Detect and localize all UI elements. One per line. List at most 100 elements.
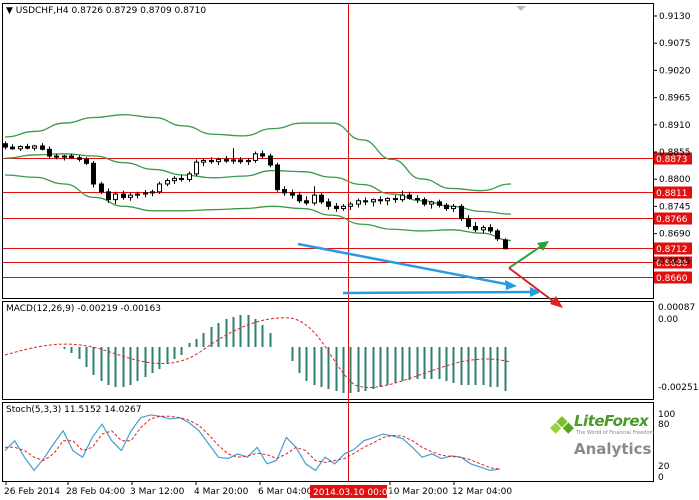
price-tick-label: 0.8745 <box>659 202 691 212</box>
candle-body <box>400 194 405 201</box>
candle-body <box>422 199 427 205</box>
symbol-header: ▼ USDCHF,H4 0.8726 0.8729 0.8709 0.8710 <box>6 6 206 16</box>
time-tick-label: 26 Feb 2014 <box>4 487 60 497</box>
green-arrowhead <box>537 241 549 251</box>
scroll-shift-marker[interactable] <box>516 6 526 11</box>
candle-body <box>334 205 339 210</box>
candle-body <box>290 192 295 196</box>
level-price-label: 0.8686 <box>656 259 688 269</box>
candle-body <box>62 155 67 158</box>
candle-body <box>466 218 471 227</box>
candle-body <box>326 201 331 207</box>
candle-body <box>128 194 133 198</box>
candle-body <box>209 160 214 163</box>
price-tick-label: 0.9075 <box>659 39 691 49</box>
candle-body <box>165 180 170 185</box>
stoch-tick-label: 0 <box>658 473 664 483</box>
price-tick-label: 0.9130 <box>659 12 691 22</box>
candle-body <box>187 173 192 181</box>
bollinger-upper-line <box>4 114 512 192</box>
logo-tagline: The World of Financial Freedom <box>576 430 655 436</box>
candle-body <box>18 146 23 150</box>
blue-trend-line <box>297 242 512 287</box>
level-price-box <box>654 242 692 255</box>
candle-body <box>91 162 96 185</box>
candle-body <box>407 194 412 200</box>
candle-body <box>32 145 37 149</box>
candle-body <box>385 198 390 202</box>
candle-body <box>488 227 493 232</box>
level-price-label: 0.8873 <box>656 155 688 165</box>
candle-body <box>69 155 74 159</box>
candle-body <box>275 164 280 191</box>
stoch-signal-line <box>5 415 500 470</box>
stoch-tick-label: 100 <box>658 410 675 420</box>
time-tick-label: 3 Mar 12:00 <box>130 487 185 497</box>
candle-body <box>297 194 302 202</box>
macd-label: MACD(12,26,9) -0.00219 -0.00163 <box>6 304 162 314</box>
candle-body <box>40 145 45 150</box>
candle-body <box>503 239 508 250</box>
candle-body <box>84 158 89 164</box>
level-price-box <box>654 212 692 225</box>
time-tick-label: 28 Feb 04:00 <box>66 487 125 497</box>
candle-body <box>268 155 273 166</box>
candle-body <box>157 183 162 193</box>
stoch-label: Stoch(5,3,3) 11.5152 14.0267 <box>6 405 142 415</box>
candle-body <box>246 160 251 163</box>
candle-body <box>54 155 59 158</box>
level-price-label: 0.8811 <box>656 189 688 199</box>
candle-body <box>194 161 199 175</box>
level-price-label: 0.8660 <box>656 274 688 284</box>
candle-body <box>231 159 236 162</box>
time-tick-label: 6 Mar 04:00 <box>258 487 313 497</box>
candle-body <box>459 205 464 220</box>
green-up-arrow <box>508 244 544 269</box>
ohlc-values: 0.8726 0.8729 0.8709 0.8710 <box>71 6 207 16</box>
macd-indicator <box>4 315 511 393</box>
candle-body <box>172 177 177 182</box>
time-tick-label: 10 Mar 20:00 <box>388 487 448 497</box>
logo-subtitle: Analytics <box>574 440 652 458</box>
candle-body <box>150 191 155 194</box>
stoch-tick-label: 20 <box>658 462 670 472</box>
macd-blue-line <box>342 290 536 295</box>
price-tick-label: 0.8690 <box>659 230 691 240</box>
candle-body <box>348 203 353 207</box>
dropdown-arrow-icon[interactable]: ▼ <box>6 6 13 16</box>
candle-body <box>451 205 456 210</box>
time-tick-label: 4 Mar 20:00 <box>194 487 249 497</box>
macd-tick-label: -0.00251 <box>658 383 698 393</box>
price-tick-label: 0.8855 <box>659 148 691 158</box>
candle-body <box>260 153 265 157</box>
candle-body <box>106 191 111 201</box>
candle-body <box>10 146 15 150</box>
level-price-label: 0.8766 <box>656 215 688 225</box>
candle-body <box>253 153 258 162</box>
trend-annotations <box>297 241 563 308</box>
logo-mark-icon <box>549 416 575 434</box>
red-down-arrow <box>508 267 558 305</box>
candle-body <box>3 143 8 148</box>
candle-body <box>444 204 449 210</box>
price-tick-label: 0.8910 <box>659 121 691 131</box>
candle-body <box>312 194 317 204</box>
level-price-box <box>654 256 692 269</box>
candle-body <box>224 158 229 162</box>
macd-tick-label: 0.00087 <box>658 303 695 313</box>
price-tick-label: 0.8965 <box>659 94 691 104</box>
macd-blue-arrowhead <box>530 287 541 297</box>
blue-trend-arrowhead <box>505 280 517 290</box>
candle-body <box>371 199 376 203</box>
main-panel-frame <box>2 3 654 299</box>
time-tick-label: 12 Mar 04:00 <box>452 487 512 497</box>
price-tick-label: 0.8635 <box>659 257 691 267</box>
bollinger-lower-line <box>4 174 512 242</box>
logo-brand: LiteForex <box>574 412 649 430</box>
candle-body <box>378 199 383 202</box>
candle-body <box>415 198 420 201</box>
candle-body <box>473 225 478 231</box>
level-price-box <box>654 271 692 284</box>
candle-body <box>179 177 184 181</box>
